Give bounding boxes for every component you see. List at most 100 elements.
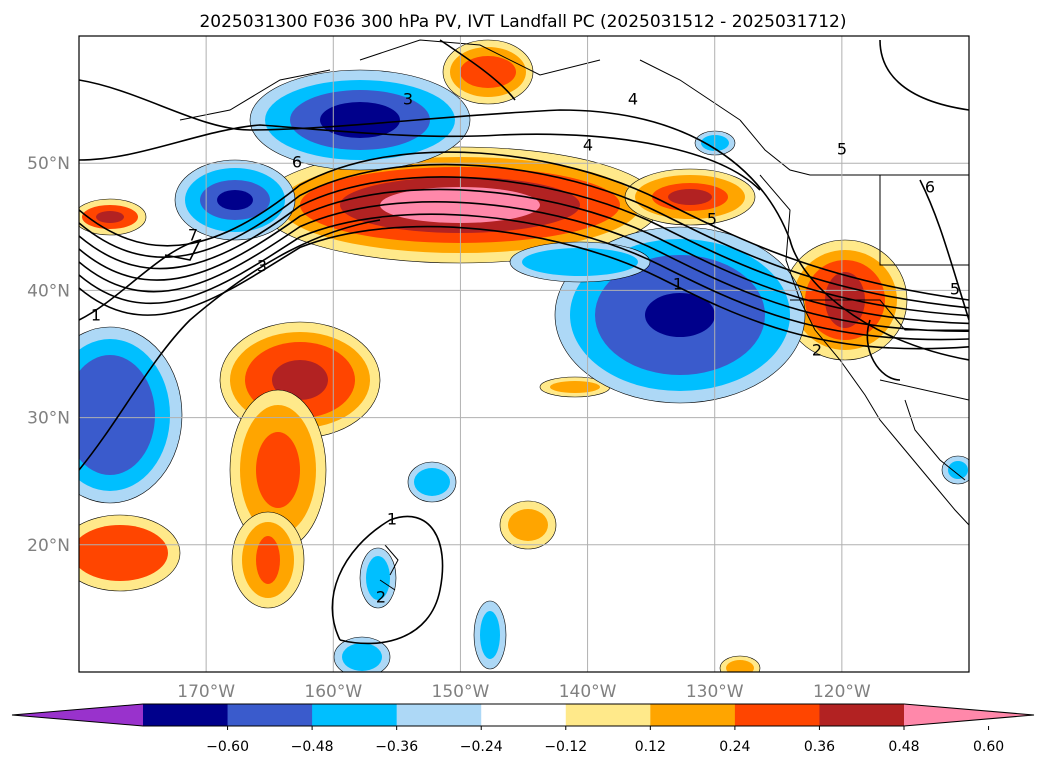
contour-other-4 — [331, 515, 444, 645]
x-tick-label: 120°W — [813, 682, 871, 702]
contour-jet-5 — [79, 213, 969, 341]
pv-min-aleut-level-3 — [320, 102, 400, 138]
contour-label: 2 — [812, 341, 822, 360]
y-tick-label: 20°N — [27, 536, 70, 556]
contour-other-3 — [79, 219, 381, 471]
colorbar-tick-label: −0.12 — [544, 739, 587, 755]
x-tick-label: 160°W — [304, 682, 362, 702]
contour-jet-0 — [79, 151, 969, 301]
colorbar-tick-label: −0.36 — [375, 739, 418, 755]
contour-label: 2 — [376, 588, 386, 607]
colorbar-tick-label: −0.60 — [206, 739, 249, 755]
colorbar-segment — [650, 704, 736, 726]
pv-max-small3-level-1 — [726, 660, 754, 672]
pv-min-small1-level-1 — [414, 468, 450, 496]
contour-label: 1 — [673, 275, 683, 294]
colorbar-tick-label: −0.24 — [460, 739, 503, 755]
contour-label: 6 — [925, 178, 935, 197]
chart-title: 2025031300 F036 300 hPa PV, IVT Landfall… — [199, 12, 846, 32]
colorbar-segment — [143, 704, 229, 726]
coast-line-3 — [359, 39, 601, 76]
colorbar-tick-label: 0.24 — [719, 739, 750, 755]
colorbar-segment — [312, 704, 398, 726]
pv-min-small6-level-1 — [948, 461, 968, 479]
coast-line-9 — [384, 544, 399, 576]
contour-label: 5 — [707, 210, 717, 229]
contour-other-6 — [866, 319, 901, 381]
colorbar-segment — [819, 704, 905, 726]
pv-min-small4-level-1 — [342, 643, 382, 671]
colorbar-extend-high — [904, 704, 1034, 726]
colorbar-extend-low — [12, 704, 143, 726]
x-tick-label: 150°W — [432, 682, 490, 702]
pv-max-pnw-level-3 — [668, 189, 712, 205]
contour-other-1 — [79, 124, 761, 191]
pv-max-sw-level-1 — [79, 525, 168, 581]
x-tick-label: 130°W — [686, 682, 744, 702]
pv-min-small2-level-1 — [366, 556, 390, 600]
colorbar-tick-label: 0.12 — [635, 739, 666, 755]
pv-min-aleut2-level-3 — [217, 190, 253, 210]
colorbar: −0.60 −0.48 −0.36 −0.24 −0.12 0.12 0.24 0.36 0.4… — [11, 703, 1035, 755]
coast-line-1 — [739, 119, 969, 176]
pv-min-ne-level-3 — [645, 293, 715, 337]
coast-line-0 — [759, 174, 969, 526]
contour-label: 3 — [403, 90, 413, 109]
contour-jet-6 — [79, 225, 969, 350]
y-tick-label: 40°N — [27, 281, 70, 301]
pv-max-central-level-3 — [272, 360, 328, 400]
contour-label: 5 — [837, 140, 847, 159]
contour-other-0 — [79, 79, 969, 361]
y-tick-labels: 20°N 30°N 40°N 50°N — [27, 154, 70, 556]
y-tick-label: 50°N — [27, 154, 70, 174]
contour-other-2 — [79, 238, 202, 321]
contour-label: 4 — [628, 90, 638, 109]
ivt-contours — [79, 39, 969, 645]
contour-label: 7 — [188, 226, 198, 245]
contour-label: 3 — [257, 257, 267, 276]
colorbar-segment — [734, 704, 820, 726]
colorbar-segment — [481, 704, 567, 726]
coast-line-8 — [904, 399, 966, 481]
pv-max-central3-level-2 — [256, 536, 280, 584]
coast-line-4 — [179, 69, 331, 121]
pv-max-central2-level-2 — [256, 432, 300, 508]
contour-jet-4 — [79, 201, 969, 333]
x-tick-label: 140°W — [559, 682, 617, 702]
colorbar-segment — [565, 704, 651, 726]
contour-other-8 — [439, 39, 516, 101]
colorbar-segment — [396, 704, 482, 726]
coast-line-10 — [379, 579, 396, 591]
colorbar-tick-label: 0.48 — [888, 739, 919, 755]
colorbar-tick-label: 0.36 — [804, 739, 835, 755]
map-frame — [78, 35, 970, 673]
coast-line-2 — [639, 59, 741, 121]
pv-max-gulf-level-2 — [460, 56, 516, 88]
colorbar-tick-label: −0.48 — [291, 739, 334, 755]
contour-label: 4 — [583, 136, 593, 155]
x-tick-label: 170°W — [177, 682, 235, 702]
contour-label: 5 — [950, 280, 960, 299]
contour-jet-2 — [79, 176, 969, 317]
coast-line-7 — [879, 379, 969, 401]
contour-other-5 — [879, 39, 969, 111]
contour-label: 1 — [91, 306, 101, 325]
contour-jet-1 — [79, 163, 969, 309]
pv-max-small1-level-1 — [508, 509, 548, 541]
contour-other-7 — [919, 179, 969, 321]
colorbar-outline — [11, 703, 1035, 727]
map-area: 3 4 4 5 5 6 6 7 3 1 1 2 1 2 5 — [79, 36, 969, 672]
y-tick-label: 30°N — [27, 409, 70, 429]
contour-label: 1 — [387, 510, 397, 529]
pv-max-small2-level-1 — [550, 381, 600, 393]
x-tick-labels: 170°W 160°W 150°W 140°W 130°W 120°W — [177, 682, 871, 702]
contour-labels: 3 4 4 5 5 6 6 7 3 1 1 2 1 2 5 — [91, 90, 960, 607]
contour-label: 6 — [292, 153, 302, 172]
contour-jet-3 — [79, 188, 969, 325]
colorbar-segment — [227, 704, 313, 726]
pv-max-west-level-2 — [96, 211, 124, 223]
pv-min-ne2-level-1 — [522, 248, 638, 276]
colorbar-tick-label: 0.60 — [973, 739, 1004, 755]
pv-min-small3-level-1 — [480, 611, 500, 659]
